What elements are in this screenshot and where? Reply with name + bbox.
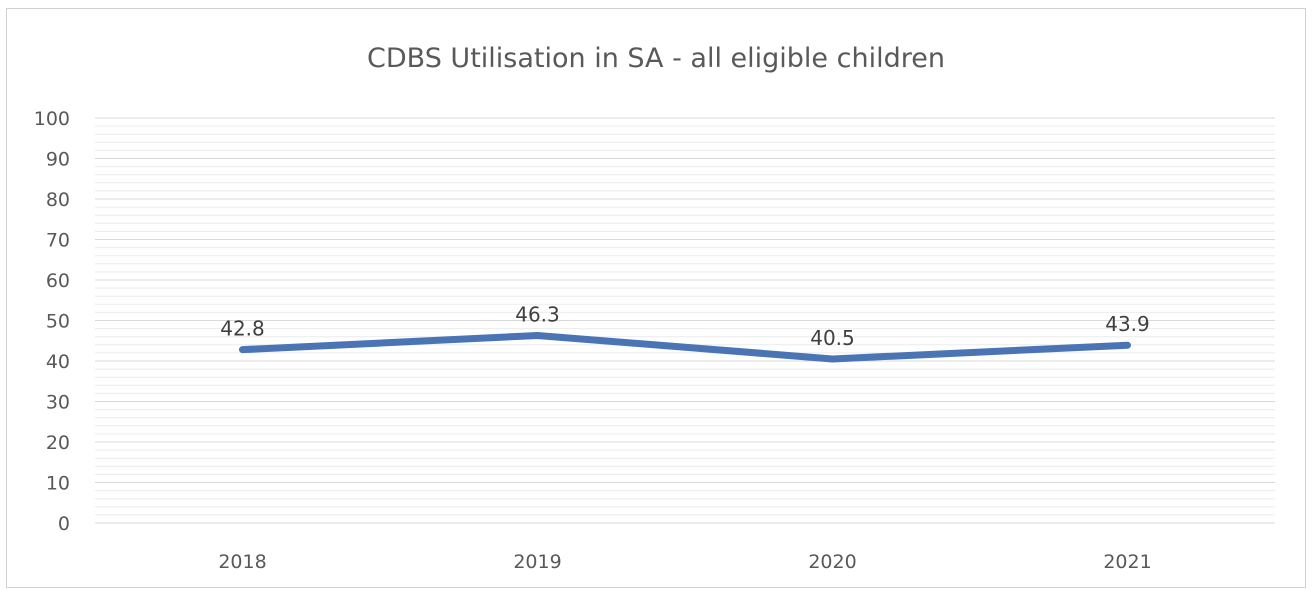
y-tick-label: 60 — [46, 270, 70, 292]
data-label: 46.3 — [515, 302, 560, 326]
data-label: 43.9 — [1105, 312, 1150, 336]
data-point — [1127, 344, 1128, 346]
x-axis-ticks: 2018 2019 2020 2021 — [218, 551, 1151, 573]
data-labels-layer: 42.8 46.3 40.5 43.9 — [220, 302, 1150, 349]
x-tick-label: 2019 — [513, 551, 561, 573]
y-tick-label: 70 — [46, 230, 70, 252]
y-tick-label: 100 — [34, 108, 70, 130]
data-point — [537, 334, 538, 336]
y-tick-label: 0 — [58, 513, 70, 535]
y-tick-label: 90 — [46, 149, 70, 171]
y-tick-label: 10 — [46, 473, 70, 495]
y-tick-label: 80 — [46, 189, 70, 211]
y-tick-label: 40 — [46, 351, 70, 373]
chart-title: CDBS Utilisation in SA - all eligible ch… — [367, 43, 945, 74]
series-line — [239, 331, 1131, 363]
y-tick-label: 20 — [46, 432, 70, 454]
y-tick-label: 30 — [46, 392, 70, 414]
x-tick-label: 2020 — [808, 551, 856, 573]
series-layer — [239, 331, 1131, 363]
x-tick-label: 2018 — [218, 551, 266, 573]
y-axis-ticks: 0 10 20 30 40 50 60 70 80 90 100 — [34, 108, 70, 535]
y-tick-label: 50 — [46, 311, 70, 333]
x-tick-label: 2021 — [1103, 551, 1151, 573]
gridlines — [95, 117, 1275, 524]
data-point — [832, 358, 833, 360]
data-point — [242, 349, 243, 351]
chart-frame — [6, 8, 1306, 588]
data-label: 40.5 — [810, 326, 855, 350]
data-label: 42.8 — [220, 317, 265, 341]
